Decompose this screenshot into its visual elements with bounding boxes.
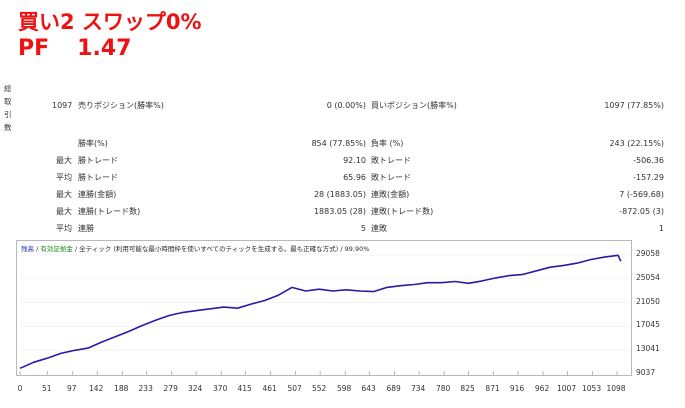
- avg-loss-trade-value: -157.29: [633, 173, 664, 182]
- avg-consec-win-label: 連勝: [78, 224, 94, 233]
- max-consec-win-amount-value: 28 (1883.05): [313, 190, 366, 199]
- max-loss-trade-value: -506.36: [633, 156, 664, 165]
- max-consec-win-amount-label: 連勝(金額): [78, 190, 117, 199]
- chart-plot: [19, 254, 629, 375]
- buy-positions-value: 1097 (77.85%): [604, 101, 664, 110]
- total-trades-value: 1097: [52, 101, 73, 110]
- avg-win-trade-value: 65.96: [343, 173, 366, 182]
- x-tick-label: 643: [361, 384, 376, 393]
- sell-positions-value: 0 (0.00%): [326, 101, 366, 110]
- avg-consec-win-value: 5: [360, 224, 366, 233]
- x-tick-label: 780: [435, 384, 451, 393]
- winrate-label: 勝率(%): [78, 139, 108, 148]
- x-tick-label: 1098: [606, 384, 626, 393]
- x-tick-label: 461: [262, 384, 277, 393]
- pf-value: 1.47: [77, 36, 132, 61]
- chart-header: 残高 / 有効証拠金 / 全ティック (利用可能な最小時間枠を使いすべてのティッ…: [21, 243, 369, 253]
- avg-label: 平均: [56, 173, 72, 182]
- x-tick-label: 51: [41, 384, 52, 393]
- y-tick-label: 25054: [636, 272, 660, 282]
- avg-win-trade-label: 勝トレード: [78, 173, 118, 182]
- x-tick-label: 188: [114, 384, 129, 393]
- max-consec-loss-amount-label: 連敗(金額): [371, 190, 410, 199]
- max-consec-win-trades-value: 1883.05 (28): [313, 207, 366, 216]
- avg-consec-loss-label: 連敗: [371, 224, 387, 233]
- y-tick-label: 17045: [636, 320, 660, 330]
- avg-loss-trade-label: 敗トレード: [371, 173, 411, 182]
- lossrate-label: 負率 (%): [371, 139, 404, 148]
- max-win-trade-label: 勝トレード: [78, 156, 118, 165]
- x-tick-label: 1007: [557, 384, 577, 393]
- sell-positions-label: 売りポジション(勝率%): [78, 101, 164, 110]
- max-label: 最大: [56, 190, 72, 199]
- max-win-trade-value: 92.10: [343, 156, 366, 165]
- y-tick-label: 13041: [636, 344, 660, 354]
- balance-line: [19, 254, 622, 370]
- x-tick-label: 97: [66, 384, 77, 393]
- x-tick-label: 0: [17, 384, 23, 393]
- y-tick-label: 29058: [636, 249, 660, 258]
- x-tick-label: 962: [534, 384, 550, 393]
- winrate-value: 854 (77.85%): [311, 139, 366, 148]
- y-tick-label: 9037: [636, 368, 656, 377]
- total-trades-vertical-label: 総取引数: [4, 84, 12, 132]
- x-tick-label: 507: [287, 384, 302, 393]
- max-consec-loss-amount-value: 7 (-569.68): [619, 190, 664, 199]
- x-tick-label: 871: [485, 384, 500, 393]
- y-tick-label: 21050: [636, 296, 660, 306]
- x-tick-label: 689: [386, 384, 401, 393]
- balance-chart: 残高 / 有効証拠金 / 全ティック (利用可能な最小時間枠を使いすべてのティッ…: [16, 240, 632, 376]
- legend-balance: 残高: [21, 245, 34, 253]
- max-consec-loss-trades-label: 連敗(トレード数): [371, 207, 434, 216]
- x-tick-label: 825: [460, 384, 475, 393]
- page-title: 買い2 スワップ0%: [18, 10, 202, 34]
- lossrate-value: 243 (22.15%): [609, 139, 664, 148]
- x-tick-label: 415: [237, 384, 252, 393]
- x-tick-label: 1053: [582, 384, 602, 393]
- x-tick-label: 142: [89, 384, 104, 393]
- max-label: 最大: [56, 207, 72, 216]
- pf-heading: PF 1.47: [18, 36, 131, 61]
- x-tick-label: 734: [410, 384, 426, 393]
- x-tick-label: 279: [163, 384, 178, 393]
- x-tick-label: 233: [138, 384, 153, 393]
- x-tick-label: 370: [213, 384, 228, 393]
- legend-quality: 99.90%: [344, 245, 370, 253]
- avg-consec-loss-value: 1: [658, 224, 664, 233]
- max-consec-win-trades-label: 連勝(トレード数): [78, 207, 141, 216]
- avg-label: 平均: [56, 224, 72, 233]
- buy-positions-label: 買いポジション(勝率%): [371, 101, 457, 110]
- legend-model-description: / 全ティック (利用可能な最小時間枠を使いすべてのティックを生成する。最も正確…: [72, 245, 345, 253]
- x-tick-label: 552: [311, 384, 327, 393]
- max-consec-loss-trades-value: -872.05 (3): [619, 207, 664, 216]
- pf-label: PF: [18, 36, 50, 61]
- x-tick-label: 916: [509, 384, 525, 393]
- x-tick-label: 324: [188, 384, 203, 393]
- max-label: 最大: [56, 156, 72, 165]
- legend-separator: /: [34, 245, 41, 253]
- stats-table: 1097 売りポジション(勝率%) 0 (0.00%) 買いポジション(勝率%)…: [0, 80, 685, 240]
- legend-equity: 有効証拠金: [40, 245, 73, 253]
- x-tick-label: 598: [336, 384, 352, 393]
- max-loss-trade-label: 敗トレード: [371, 156, 411, 165]
